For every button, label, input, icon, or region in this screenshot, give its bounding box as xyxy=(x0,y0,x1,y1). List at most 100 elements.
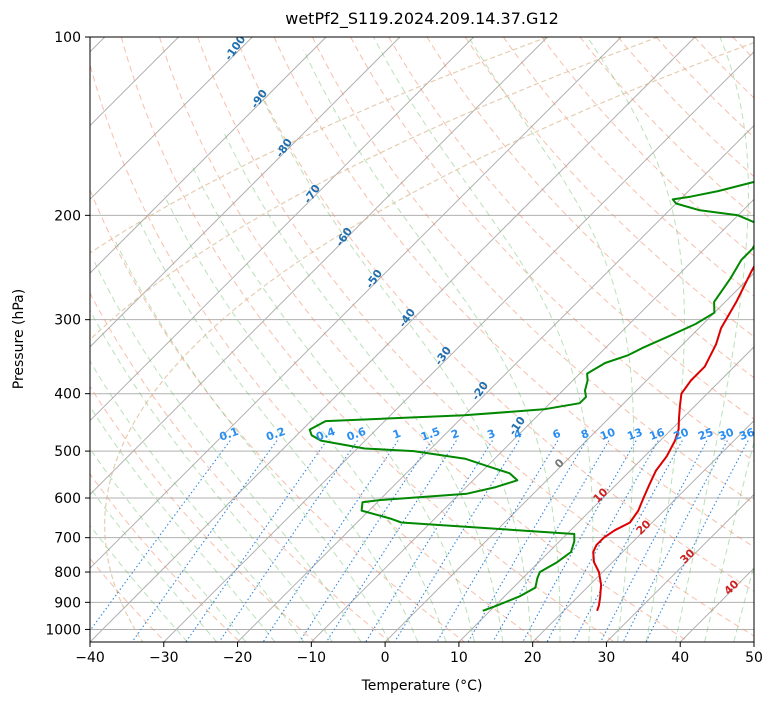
moist-adiabat-line xyxy=(90,405,276,642)
x-tick-label: 10 xyxy=(450,650,468,666)
moist-adiabat-label: 0 xyxy=(552,456,567,471)
isotherm-line xyxy=(90,37,327,274)
isotherm-line xyxy=(90,37,622,569)
mixing-ratio-line xyxy=(645,440,749,642)
mixing-ratio-label: 6 xyxy=(551,427,563,442)
moist-adiabat-line xyxy=(114,239,390,642)
x-tick-label: 30 xyxy=(598,650,616,666)
x-tick-label: 20 xyxy=(524,650,542,666)
dry-adiabat-line xyxy=(90,473,241,642)
isotherm-line xyxy=(90,37,253,201)
mixing-ratio-line xyxy=(131,440,278,642)
mixing-ratio-line xyxy=(622,440,728,642)
mixing-ratio-label: 8 xyxy=(579,427,591,442)
y-tick-label: 300 xyxy=(54,313,81,329)
moist-adiabat-line xyxy=(468,37,635,642)
dry-adiabat-line xyxy=(426,37,754,379)
moist-adiabat-line xyxy=(90,524,188,642)
moist-adiabat-label: 40 xyxy=(722,577,742,597)
axis-ticks: −40 −30 −20 −10 0 10 20 30 40 5010020030040050060… xyxy=(45,30,763,666)
mixing-ratio-line xyxy=(467,440,587,642)
moist-adiabat-line xyxy=(90,487,218,642)
mixing-ratio-line xyxy=(365,440,493,642)
dry-adiabat-line xyxy=(311,37,754,505)
mixing-ratio-label: 13 xyxy=(625,426,644,443)
isotherm-line xyxy=(532,419,754,642)
y-tick-label: 700 xyxy=(54,531,81,547)
isotherm-line xyxy=(606,493,754,642)
plot-area: 0.1 0.2 0.4 0.6 1 1.5 2 3 4 6 8 10 13 16 20 25 30 36 -10 0 -… xyxy=(90,37,754,642)
dry-adiabat-line xyxy=(197,37,754,637)
mixing-ratio-line xyxy=(218,440,358,642)
moist-adiabat-line xyxy=(733,564,754,642)
mixing-ratio-line xyxy=(394,440,520,642)
mixing-ratio-label: 0.2 xyxy=(264,425,287,444)
mixing-ratio-label: 20 xyxy=(672,425,691,443)
moist-adiabat-line xyxy=(90,360,305,642)
mixing-ratio-label: 0.6 xyxy=(345,425,368,444)
mixing-ratio-label: 4 xyxy=(512,427,524,442)
mixing-ratio-line xyxy=(522,440,637,642)
x-tick-label: 50 xyxy=(745,650,763,666)
dry-adiabat-label: -30 xyxy=(432,344,454,368)
dry-adiabat-line xyxy=(694,37,754,99)
x-tick-label: −30 xyxy=(149,650,179,666)
moist-adiabat-line xyxy=(704,440,754,642)
moist-adiabat-line xyxy=(373,37,594,642)
dry-adiabat-line xyxy=(90,62,540,642)
isotherm-line xyxy=(384,272,754,642)
mixing-ratio-line xyxy=(600,440,708,642)
y-tick-label: 600 xyxy=(54,491,81,507)
temperature-line xyxy=(592,264,754,612)
moist-adiabats xyxy=(90,37,754,642)
dry-adiabat-label: -20 xyxy=(469,379,491,403)
sounding-series xyxy=(308,180,754,612)
dry-adiabat-line xyxy=(120,37,615,642)
dewpoint-line xyxy=(308,180,754,612)
isotherm-line xyxy=(753,641,754,642)
x-axis-label: Temperature (°C) xyxy=(361,678,483,694)
dry-adiabat-label: -10 xyxy=(506,414,528,438)
mixing-ratio-label: 1.5 xyxy=(419,425,442,444)
isotherm-line xyxy=(163,51,754,642)
y-tick-label: 1000 xyxy=(45,622,81,638)
y-tick-label: 500 xyxy=(54,444,81,460)
moist-adiabat-line xyxy=(675,37,749,642)
mixing-ratio-label: 25 xyxy=(696,426,715,443)
moist-adiabat-line xyxy=(302,49,561,642)
dry-adiabat-line xyxy=(90,292,391,642)
isotherm-line xyxy=(310,198,754,642)
mixing-ratio-line xyxy=(546,440,659,642)
y-tick-label: 200 xyxy=(54,208,81,224)
moist-adiabat-line xyxy=(90,309,333,642)
isotherm-line xyxy=(458,346,754,642)
mixing-ratio-label: 0.1 xyxy=(218,425,241,444)
ice-line xyxy=(90,37,659,341)
dry-adiabat-line xyxy=(90,188,465,642)
ice-line xyxy=(104,41,754,642)
x-tick-label: −40 xyxy=(75,650,105,666)
mixing-ratio-line xyxy=(185,440,328,642)
x-tick-label: −20 xyxy=(223,650,253,666)
moist-adiabat-line xyxy=(586,37,685,642)
dry-adiabat-label: -70 xyxy=(301,182,323,206)
isotherm-line xyxy=(90,37,401,348)
plot-frame xyxy=(89,36,755,643)
moist-adiabat-line xyxy=(139,221,419,642)
moist-adiabat-line xyxy=(90,447,247,642)
dry-adiabat-line xyxy=(655,37,754,138)
moist-adiabat-label: 20 xyxy=(634,517,654,537)
mixing-ratio-line xyxy=(90,440,231,632)
mixing-ratio-label: 3 xyxy=(485,427,497,442)
overlay-labels: 0.1 0.2 0.4 0.6 1 1.5 2 3 4 6 8 10 13 16 20 25 30 36 -10 0 -… xyxy=(218,37,754,598)
mixing-ratio-lines xyxy=(90,440,749,642)
dry-adiabat-line xyxy=(273,37,754,548)
y-tick-label: 900 xyxy=(54,595,81,611)
y-tick-label: 100 xyxy=(54,30,81,46)
mixing-ratio-line xyxy=(262,440,399,642)
moist-adiabat-line xyxy=(260,94,532,642)
grid-lines xyxy=(90,37,754,642)
mixing-ratio-label: 30 xyxy=(717,425,736,443)
dry-adiabat-line xyxy=(90,385,316,642)
